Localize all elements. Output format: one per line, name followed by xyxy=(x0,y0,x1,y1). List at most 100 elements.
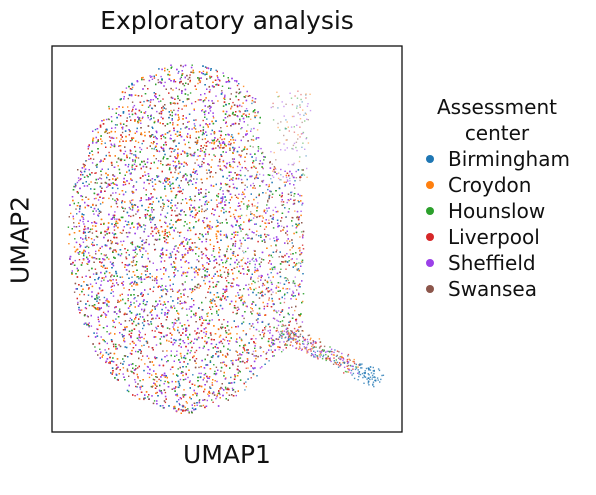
scatter-point xyxy=(116,206,119,208)
scatter-point xyxy=(230,171,232,173)
scatter-point xyxy=(254,266,256,269)
scatter-point xyxy=(166,350,168,352)
scatter-point xyxy=(191,64,193,66)
scatter-point xyxy=(79,178,81,181)
scatter-point xyxy=(151,374,153,376)
scatter-point xyxy=(182,394,184,396)
scatter-point xyxy=(239,265,241,268)
scatter-point xyxy=(100,253,103,255)
scatter-point xyxy=(148,276,150,278)
scatter-point xyxy=(291,247,293,249)
scatter-point xyxy=(129,202,132,204)
scatter-point xyxy=(209,300,211,303)
scatter-point xyxy=(88,322,90,324)
scatter-point xyxy=(231,387,234,390)
scatter-point xyxy=(294,309,296,312)
scatter-point xyxy=(100,290,102,292)
scatter-point xyxy=(200,405,203,407)
scatter-point xyxy=(164,380,166,383)
scatter-point xyxy=(208,390,210,393)
scatter-point xyxy=(128,163,130,166)
scatter-point xyxy=(273,339,276,342)
scatter-point xyxy=(92,273,95,275)
scatter-point xyxy=(209,225,211,227)
scatter-point xyxy=(168,276,170,278)
scatter-point xyxy=(133,163,136,165)
scatter-point xyxy=(178,399,180,401)
scatter-point xyxy=(135,213,137,215)
scatter-point xyxy=(141,142,143,145)
scatter-point xyxy=(281,337,283,339)
scatter-point xyxy=(248,205,250,207)
scatter-point xyxy=(282,349,284,351)
scatter-point xyxy=(215,225,217,228)
scatter-point xyxy=(189,196,191,198)
scatter-point xyxy=(149,311,151,314)
scatter-point xyxy=(219,233,222,235)
scatter-point xyxy=(129,149,131,151)
scatter-point xyxy=(194,151,196,154)
scatter-point xyxy=(180,266,183,268)
scatter-point xyxy=(185,372,187,375)
scatter-point xyxy=(145,276,148,279)
scatter-point xyxy=(134,368,136,371)
scatter-point xyxy=(129,283,131,285)
scatter-point xyxy=(179,187,181,189)
scatter-point xyxy=(186,402,188,404)
scatter-point xyxy=(182,176,184,179)
scatter-point xyxy=(193,268,195,270)
scatter-point xyxy=(174,322,177,324)
scatter-point xyxy=(126,313,128,315)
scatter-point xyxy=(142,254,144,256)
scatter-point xyxy=(193,199,196,202)
scatter-point xyxy=(139,337,141,339)
scatter-point xyxy=(295,264,297,266)
scatter-point xyxy=(164,374,166,377)
scatter-point xyxy=(190,238,192,240)
scatter-point xyxy=(285,181,287,183)
scatter-point xyxy=(185,301,187,304)
scatter-point xyxy=(221,90,223,92)
scatter-point xyxy=(201,138,204,141)
scatter-point xyxy=(225,290,228,292)
scatter-point xyxy=(215,343,218,346)
scatter-point xyxy=(254,205,256,207)
scatter-point xyxy=(200,205,203,207)
scatter-point xyxy=(85,160,87,162)
scatter-point xyxy=(148,357,150,360)
scatter-point xyxy=(178,319,180,321)
scatter-point xyxy=(289,240,291,242)
scatter-point xyxy=(160,379,162,382)
scatter-point xyxy=(181,108,183,110)
scatter-point xyxy=(121,244,123,246)
scatter-point xyxy=(153,136,155,138)
scatter-point xyxy=(226,280,228,282)
scatter-point xyxy=(190,154,192,157)
scatter-point xyxy=(284,343,287,345)
scatter-point xyxy=(168,328,171,330)
scatter-point xyxy=(134,251,136,254)
scatter-point xyxy=(206,257,208,259)
scatter-point xyxy=(124,150,127,153)
scatter-point xyxy=(221,387,223,390)
scatter-point xyxy=(242,250,244,252)
scatter-point xyxy=(108,151,110,154)
scatter-point xyxy=(200,372,202,375)
scatter-point xyxy=(144,333,146,336)
scatter-point xyxy=(225,336,227,338)
scatter-point xyxy=(279,282,282,284)
scatter-point xyxy=(197,236,200,239)
scatter-point xyxy=(239,354,241,356)
scatter-point xyxy=(108,136,111,138)
scatter-point xyxy=(150,233,152,235)
scatter-point xyxy=(216,219,218,222)
scatter-point xyxy=(137,339,140,341)
scatter-point xyxy=(179,166,181,168)
scatter-point xyxy=(235,394,237,397)
scatter-point xyxy=(82,163,85,165)
scatter-point xyxy=(178,70,180,73)
scatter-point xyxy=(120,123,122,126)
scatter-point xyxy=(276,285,278,287)
scatter-point xyxy=(189,352,191,354)
scatter-point xyxy=(73,246,76,248)
